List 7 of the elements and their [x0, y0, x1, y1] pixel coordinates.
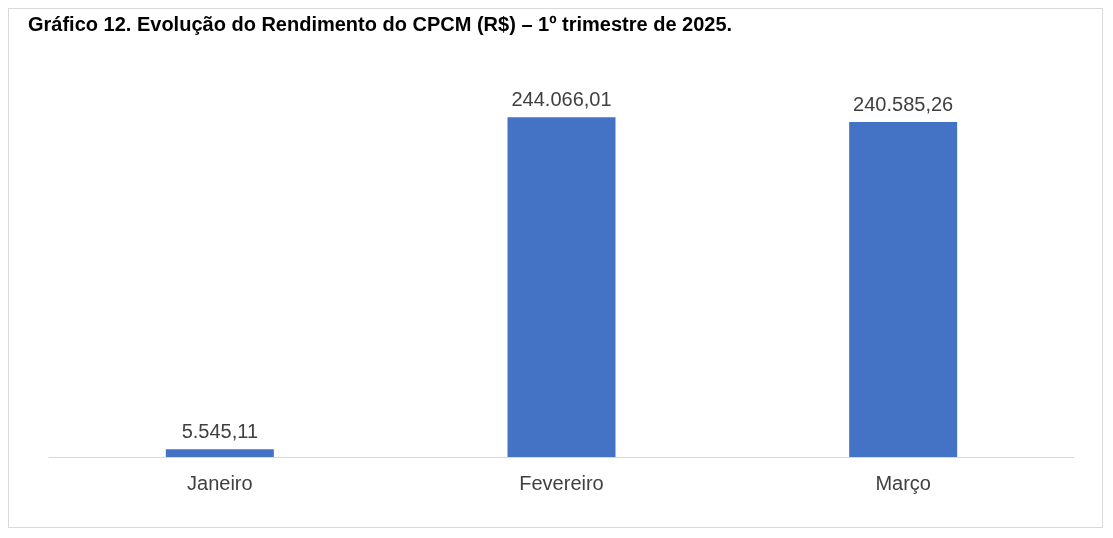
x-tick-label: Fevereiro: [519, 472, 604, 494]
x-tick-label: Janeiro: [187, 472, 253, 494]
data-label: 5.545,11: [181, 420, 259, 443]
chart-title: Gráfico 12. Evolução do Rendimento do CPCM (R$) – 1º trimestre de 2025.: [28, 13, 733, 35]
data-label: 240.585,26: [853, 93, 954, 116]
x-tick-label: Março: [875, 472, 931, 494]
data-label: 244.066,01: [511, 88, 612, 111]
